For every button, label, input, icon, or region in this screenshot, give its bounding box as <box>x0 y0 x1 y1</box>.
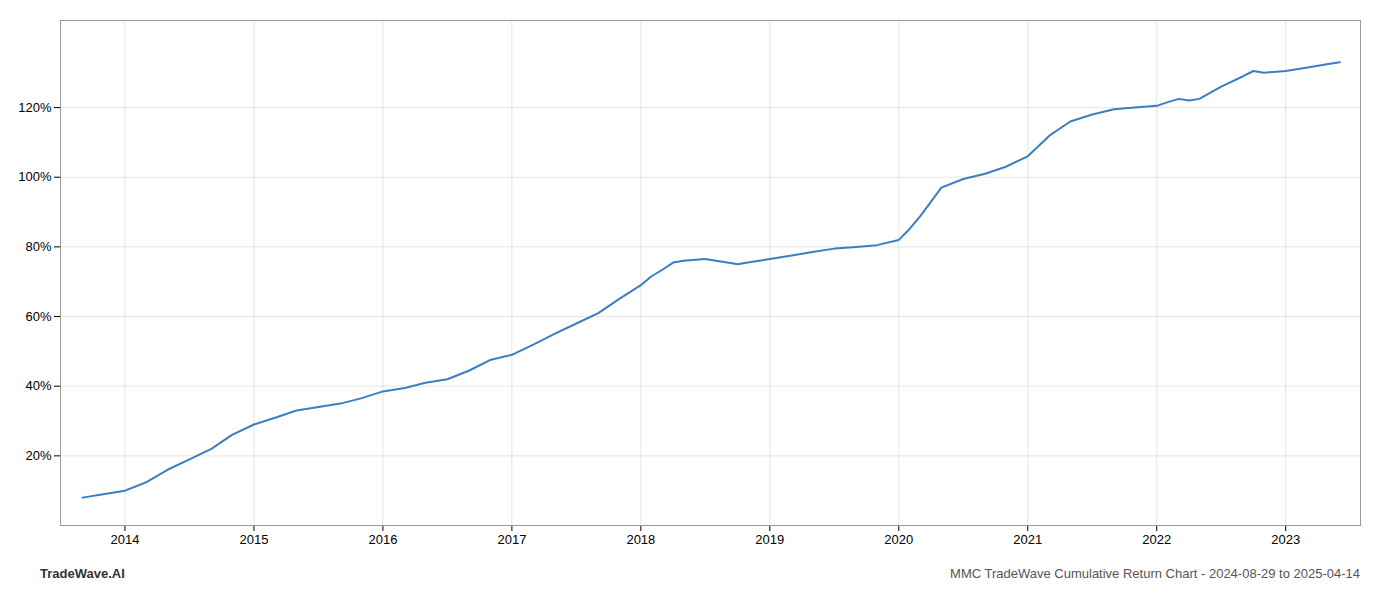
svg-text:60%: 60% <box>25 309 51 324</box>
svg-text:2016: 2016 <box>368 532 397 547</box>
svg-text:80%: 80% <box>25 239 51 254</box>
svg-text:2019: 2019 <box>755 532 784 547</box>
svg-text:2014: 2014 <box>111 532 140 547</box>
svg-text:2020: 2020 <box>884 532 913 547</box>
svg-text:2023: 2023 <box>1271 532 1300 547</box>
html-text:MMC TradeWave Cumulative Retur: MMC TradeWave Cumulative Return Chart - … <box>950 566 1360 581</box>
svg-text:2018: 2018 <box>626 532 655 547</box>
svg-text:2022: 2022 <box>1142 532 1171 547</box>
svg-text:40%: 40% <box>25 378 51 393</box>
svg-text:120%: 120% <box>18 100 52 115</box>
html-text:TradeWave.AI: TradeWave.AI <box>40 566 125 581</box>
svg-text:20%: 20% <box>25 448 51 463</box>
svg-text:2015: 2015 <box>239 532 268 547</box>
svg-text:2017: 2017 <box>497 532 526 547</box>
svg-text:100%: 100% <box>18 169 52 184</box>
svg-text:2021: 2021 <box>1013 532 1042 547</box>
